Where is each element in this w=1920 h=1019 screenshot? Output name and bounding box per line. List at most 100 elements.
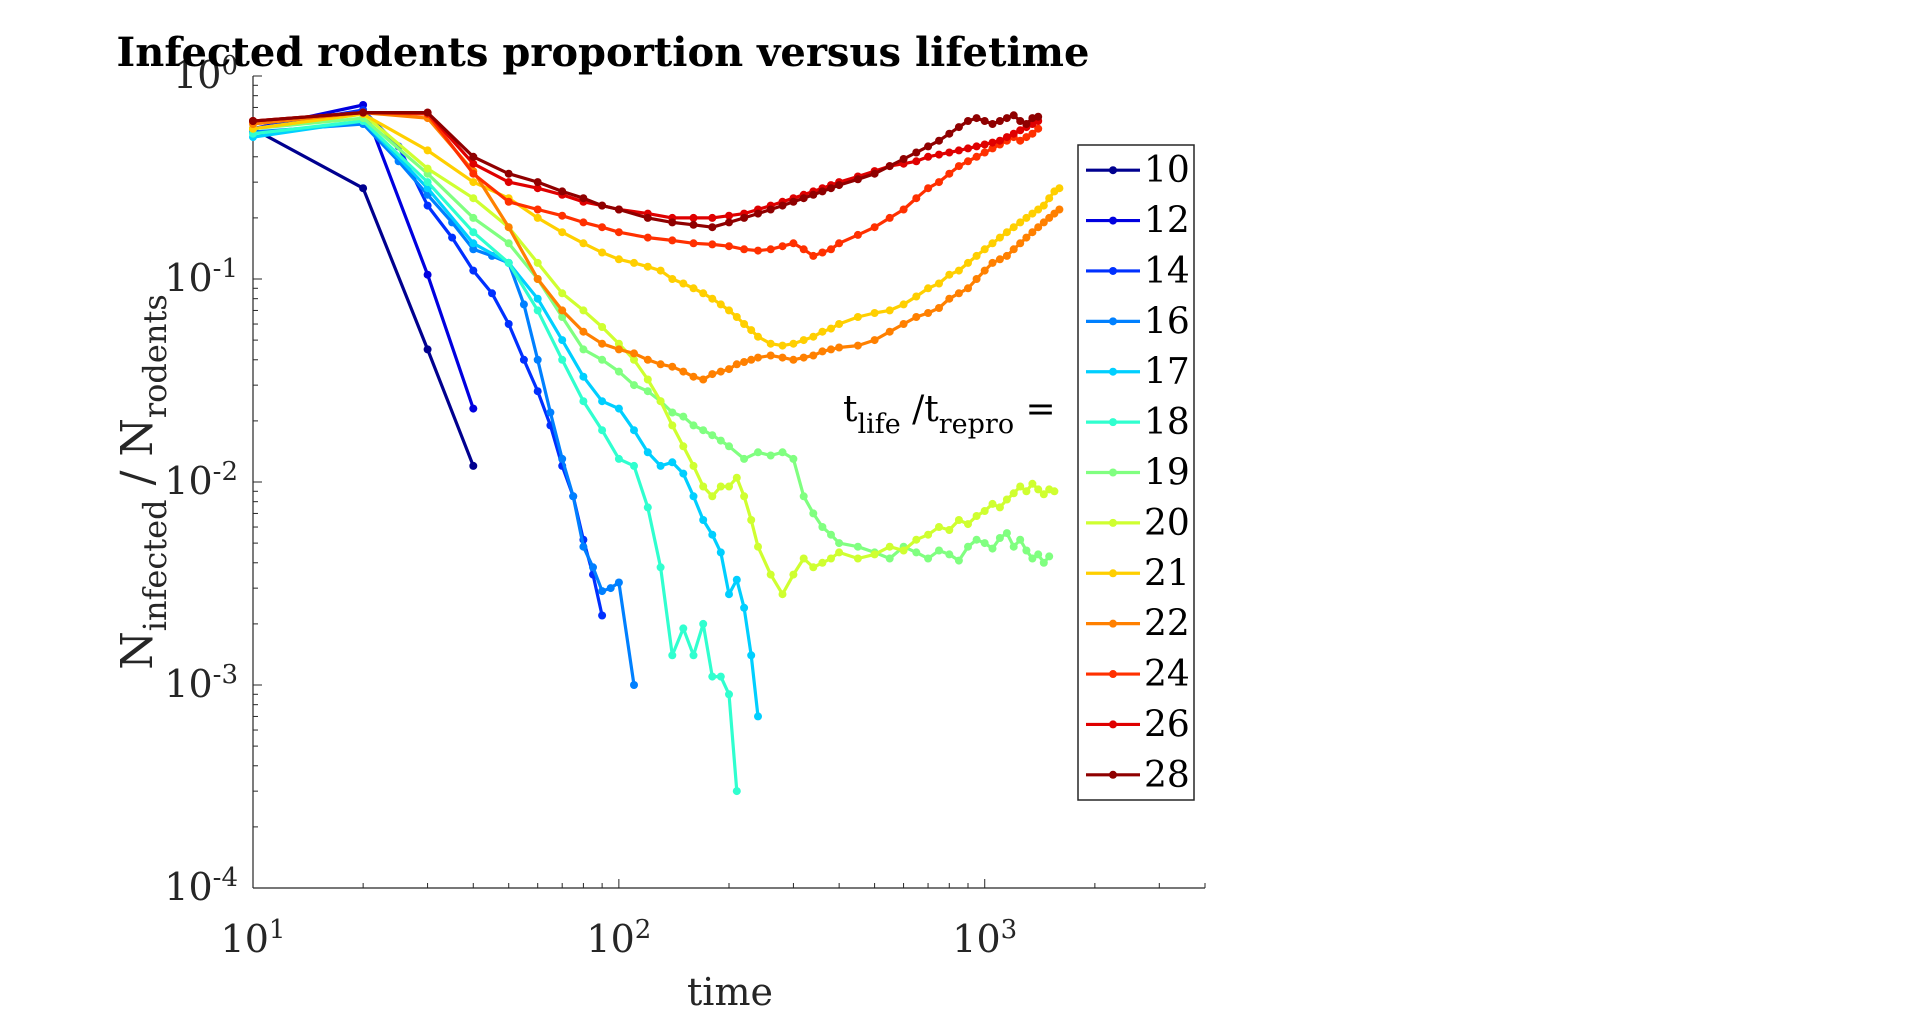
- data-point: [533, 178, 542, 187]
- data-point: [630, 461, 638, 470]
- data-point: [912, 548, 921, 557]
- data-point: [980, 245, 989, 254]
- data-point: [614, 205, 623, 214]
- data-point: [656, 397, 665, 406]
- data-point: [689, 220, 698, 229]
- data-point: [504, 258, 513, 267]
- data-point: [579, 372, 588, 381]
- data-point: [818, 523, 827, 531]
- data-point: [778, 201, 787, 210]
- data-point: [533, 184, 542, 193]
- data-point: [533, 294, 542, 303]
- data-point: [1016, 218, 1025, 227]
- data-point: [924, 530, 933, 539]
- data-point: [1002, 133, 1011, 142]
- data-point: [689, 461, 698, 470]
- data-point: [423, 201, 432, 210]
- data-point: [488, 289, 496, 298]
- data-point: [579, 345, 588, 354]
- data-point: [945, 526, 954, 534]
- data-point: [359, 108, 368, 117]
- data-point: [799, 353, 808, 362]
- data-point: [935, 279, 943, 288]
- data-point: [740, 603, 749, 612]
- data-point: [679, 469, 688, 478]
- data-point: [835, 548, 844, 557]
- data-point: [579, 542, 588, 551]
- data-point: [469, 152, 478, 161]
- y-tick-exponent: -4: [213, 863, 238, 893]
- data-point: [732, 473, 741, 482]
- data-point: [754, 209, 762, 218]
- data-point: [789, 197, 798, 206]
- data-point: [980, 266, 989, 275]
- data-point: [885, 213, 894, 222]
- data-point: [558, 306, 567, 315]
- legend-label: 21: [1144, 553, 1190, 594]
- data-point: [1055, 184, 1064, 193]
- legend-swatch-marker: [1109, 518, 1117, 527]
- data-point: [569, 492, 578, 501]
- x-tick-label: 103: [952, 915, 1017, 961]
- series-line: [252, 116, 1051, 565]
- data-point: [924, 309, 933, 317]
- data-point: [643, 387, 652, 396]
- data-point: [789, 239, 798, 248]
- x-tick-exponent: 3: [1001, 915, 1018, 945]
- data-point: [716, 672, 725, 681]
- data-point: [835, 539, 844, 548]
- data-point: [747, 651, 756, 660]
- legend-title-subscript: repro: [939, 409, 1014, 440]
- data-point: [579, 218, 588, 227]
- data-point: [643, 262, 652, 271]
- data-point: [630, 355, 638, 364]
- data-point: [870, 309, 879, 317]
- data-point: [716, 436, 725, 445]
- data-point: [423, 164, 432, 173]
- data-point: [732, 313, 741, 321]
- legend-title-text: tlife /trepro =: [843, 389, 1056, 440]
- legend-label: 22: [1144, 604, 1190, 645]
- data-point: [1034, 112, 1043, 121]
- data-point: [827, 245, 835, 254]
- data-point: [995, 233, 1004, 242]
- data-point: [1009, 129, 1018, 138]
- data-point: [469, 266, 478, 275]
- data-point: [533, 275, 542, 283]
- data-point: [725, 218, 733, 227]
- data-point: [533, 355, 542, 364]
- data-point: [766, 205, 775, 214]
- data-point: [598, 611, 607, 620]
- data-point: [469, 245, 478, 254]
- series-layer: [249, 101, 1064, 796]
- data-point: [924, 142, 933, 151]
- data-point: [699, 289, 708, 298]
- data-point: [614, 255, 623, 264]
- data-point: [835, 239, 844, 248]
- data-point: [359, 184, 368, 193]
- data-point: [778, 448, 787, 457]
- data-point: [988, 239, 997, 248]
- legend-label: 17: [1144, 352, 1190, 393]
- data-point: [668, 408, 677, 417]
- data-point: [885, 327, 894, 336]
- data-point: [1009, 245, 1018, 254]
- data-point: [1022, 213, 1031, 222]
- legend-item-12: 12: [1086, 201, 1190, 242]
- data-point: [766, 570, 775, 579]
- data-point: [935, 523, 943, 531]
- data-point: [818, 347, 827, 356]
- legend-swatch-marker: [1109, 670, 1117, 679]
- data-point: [558, 228, 567, 237]
- data-point: [533, 205, 542, 214]
- y-tick-exponent: -1: [213, 254, 238, 284]
- legend-title-subscript: life: [857, 409, 900, 440]
- legend-swatch-marker: [1109, 770, 1117, 779]
- data-point: [885, 162, 894, 171]
- data-point: [899, 205, 908, 214]
- data-point: [699, 426, 708, 435]
- data-point: [870, 169, 879, 178]
- legend-item-19: 19: [1086, 453, 1190, 494]
- y-tick-base: 10: [173, 53, 221, 97]
- data-point: [504, 320, 513, 328]
